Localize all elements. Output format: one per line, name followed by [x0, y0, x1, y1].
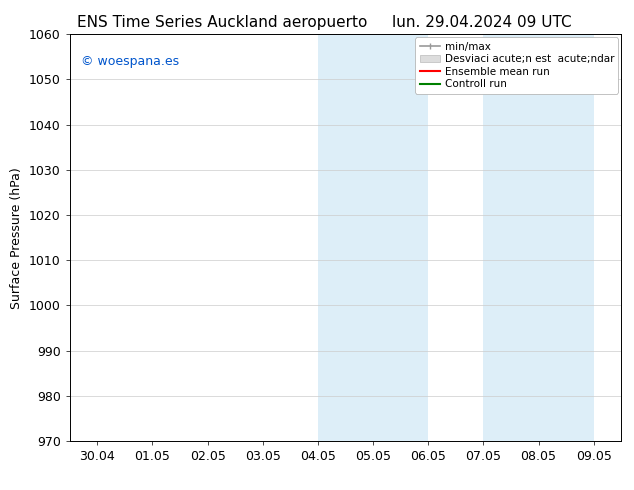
Bar [318, 34, 428, 441]
Text: lun. 29.04.2024 09 UTC: lun. 29.04.2024 09 UTC [392, 15, 572, 30]
Text: © woespana.es: © woespana.es [81, 54, 179, 68]
Bar [483, 34, 593, 441]
Legend: min/max, Desviaci acute;n est  acute;ndar, Ensemble mean run, Controll run: min/max, Desviaci acute;n est acute;ndar… [415, 37, 618, 94]
Text: ENS Time Series Auckland aeropuerto: ENS Time Series Auckland aeropuerto [77, 15, 367, 30]
Y-axis label: Surface Pressure (hPa): Surface Pressure (hPa) [10, 167, 23, 309]
